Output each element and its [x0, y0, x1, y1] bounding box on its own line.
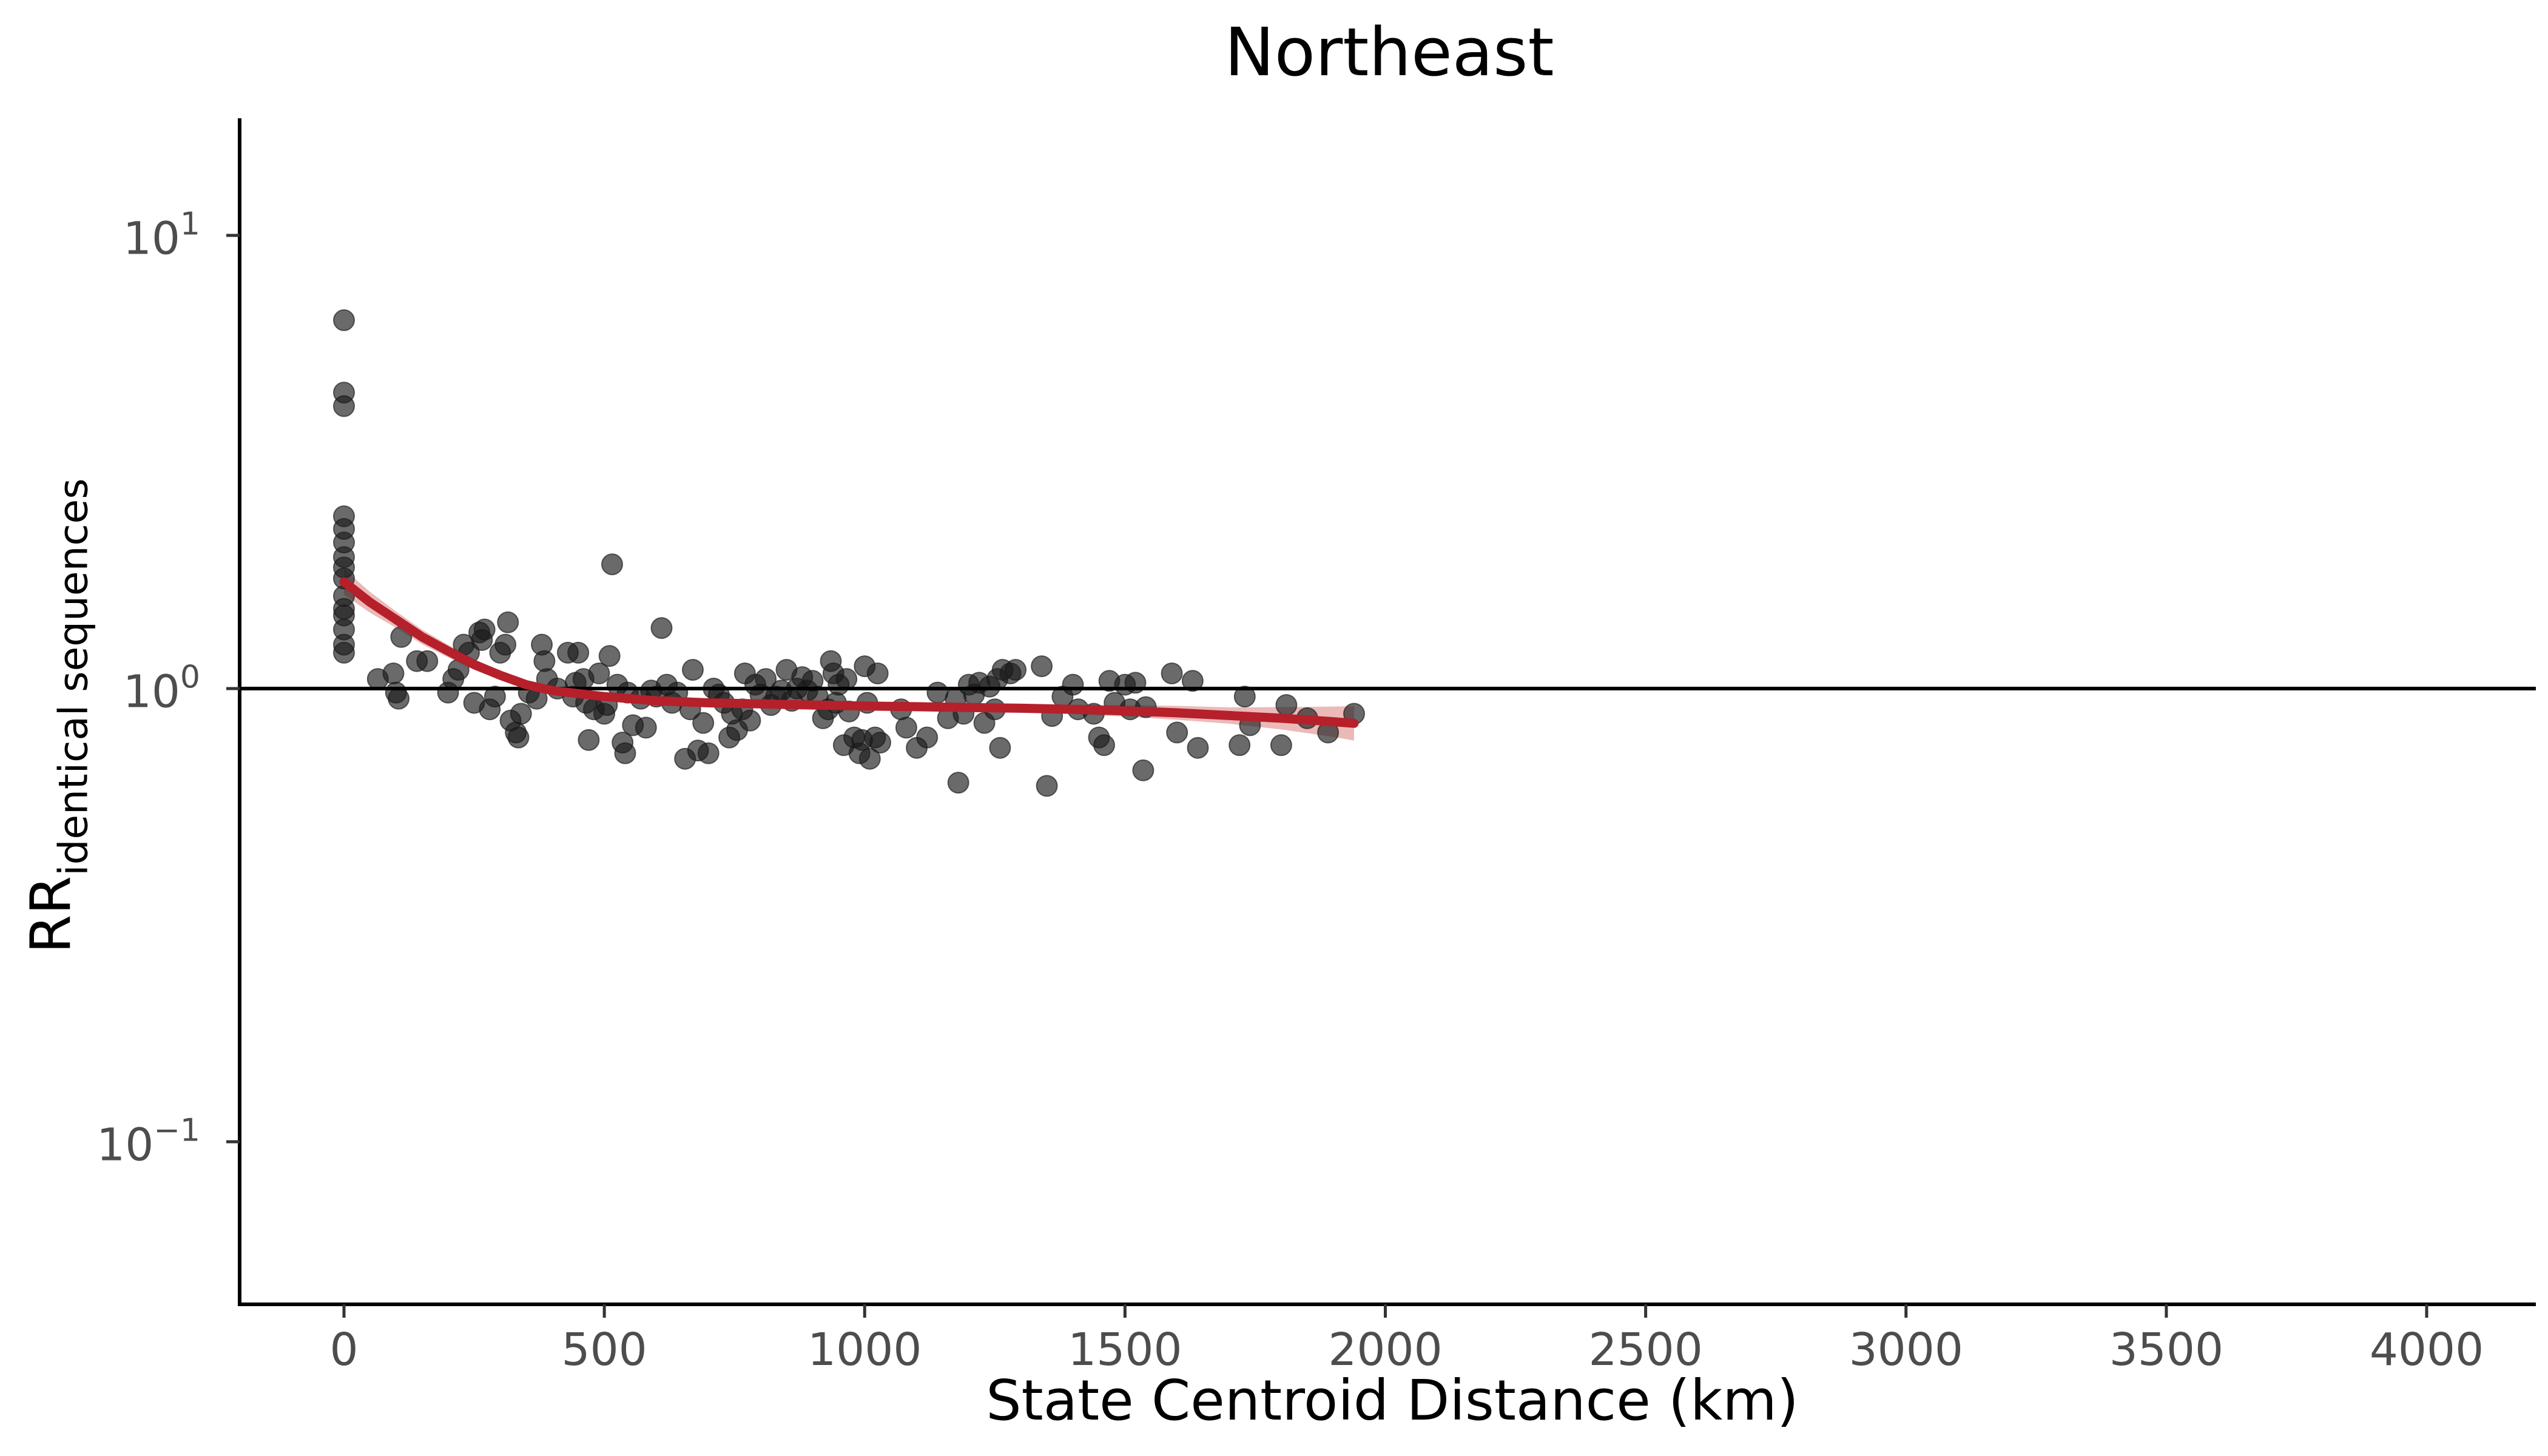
- data-point: [697, 742, 720, 764]
- x-tick-label: 500: [562, 1324, 647, 1376]
- data-point: [578, 729, 600, 751]
- chart-title: Northeast: [1224, 13, 1554, 91]
- data-point: [1275, 694, 1298, 716]
- data-point: [588, 662, 610, 684]
- data-point: [333, 395, 355, 417]
- x-axis-label: State Centroid Distance (km): [986, 1368, 1799, 1433]
- data-point: [333, 641, 355, 664]
- x-tick-label: 0: [329, 1324, 358, 1376]
- fit-line: [339, 577, 1359, 728]
- y-axis-label-subscript: identical sequences: [50, 478, 97, 876]
- x-tick-label: 3000: [1849, 1324, 1963, 1376]
- x-tick-label: 1000: [807, 1324, 922, 1376]
- data-point: [916, 726, 939, 749]
- data-point: [682, 659, 704, 681]
- data-point: [533, 650, 556, 672]
- data-point: [989, 736, 1011, 759]
- axes: 0 500 1000 1500 2000 2500 3000 3500 4000: [226, 118, 2536, 1376]
- data-point: [1005, 659, 1027, 681]
- data-point: [1093, 734, 1115, 757]
- data-point: [1181, 670, 1204, 692]
- data-point: [692, 712, 715, 734]
- data-point: [869, 732, 891, 753]
- y-tick-label: 10−1: [96, 1112, 200, 1171]
- data-point: [416, 650, 439, 672]
- points-layer: [333, 309, 1365, 797]
- data-point: [1233, 686, 1256, 708]
- x-tick-label: 3500: [2109, 1324, 2223, 1376]
- data-point: [601, 553, 623, 576]
- data-point: [1166, 721, 1188, 744]
- data-point: [382, 662, 405, 684]
- fit-line-layer: [339, 577, 1359, 728]
- y-tick-label: 100: [123, 659, 200, 718]
- data-point: [507, 726, 530, 749]
- data-point: [739, 709, 761, 732]
- data-point: [926, 681, 949, 704]
- data-point: [650, 617, 673, 639]
- y-axis-label-base: RR: [18, 875, 84, 954]
- data-point: [895, 716, 917, 739]
- x-tick-label: 2000: [1328, 1324, 1442, 1376]
- data-point: [567, 641, 590, 664]
- y-axis-label: RRidentical sequences: [19, 478, 97, 953]
- y-tick-label: 101: [123, 206, 200, 265]
- data-point: [1228, 734, 1251, 757]
- data-point: [1187, 736, 1209, 759]
- data-point: [497, 611, 519, 633]
- data-point: [1062, 673, 1084, 696]
- data-point: [388, 687, 410, 710]
- data-point: [1161, 662, 1183, 684]
- data-point: [614, 742, 636, 764]
- data-point: [947, 772, 969, 794]
- data-point: [866, 662, 889, 684]
- data-point: [835, 668, 858, 690]
- data-point: [484, 686, 506, 708]
- x-tick-label: 4000: [2370, 1324, 2484, 1376]
- data-point: [333, 309, 355, 331]
- x-tick-label: 1500: [1068, 1324, 1182, 1376]
- data-point: [1132, 759, 1154, 781]
- data-point: [1036, 775, 1058, 797]
- data-point: [635, 716, 657, 739]
- data-point: [1270, 734, 1292, 757]
- data-point: [494, 633, 517, 656]
- data-point: [473, 618, 496, 641]
- data-point: [510, 703, 532, 725]
- data-point: [858, 747, 881, 770]
- data-point: [598, 645, 621, 667]
- data-point: [1031, 655, 1053, 678]
- x-tick-label: 2500: [1588, 1324, 1702, 1376]
